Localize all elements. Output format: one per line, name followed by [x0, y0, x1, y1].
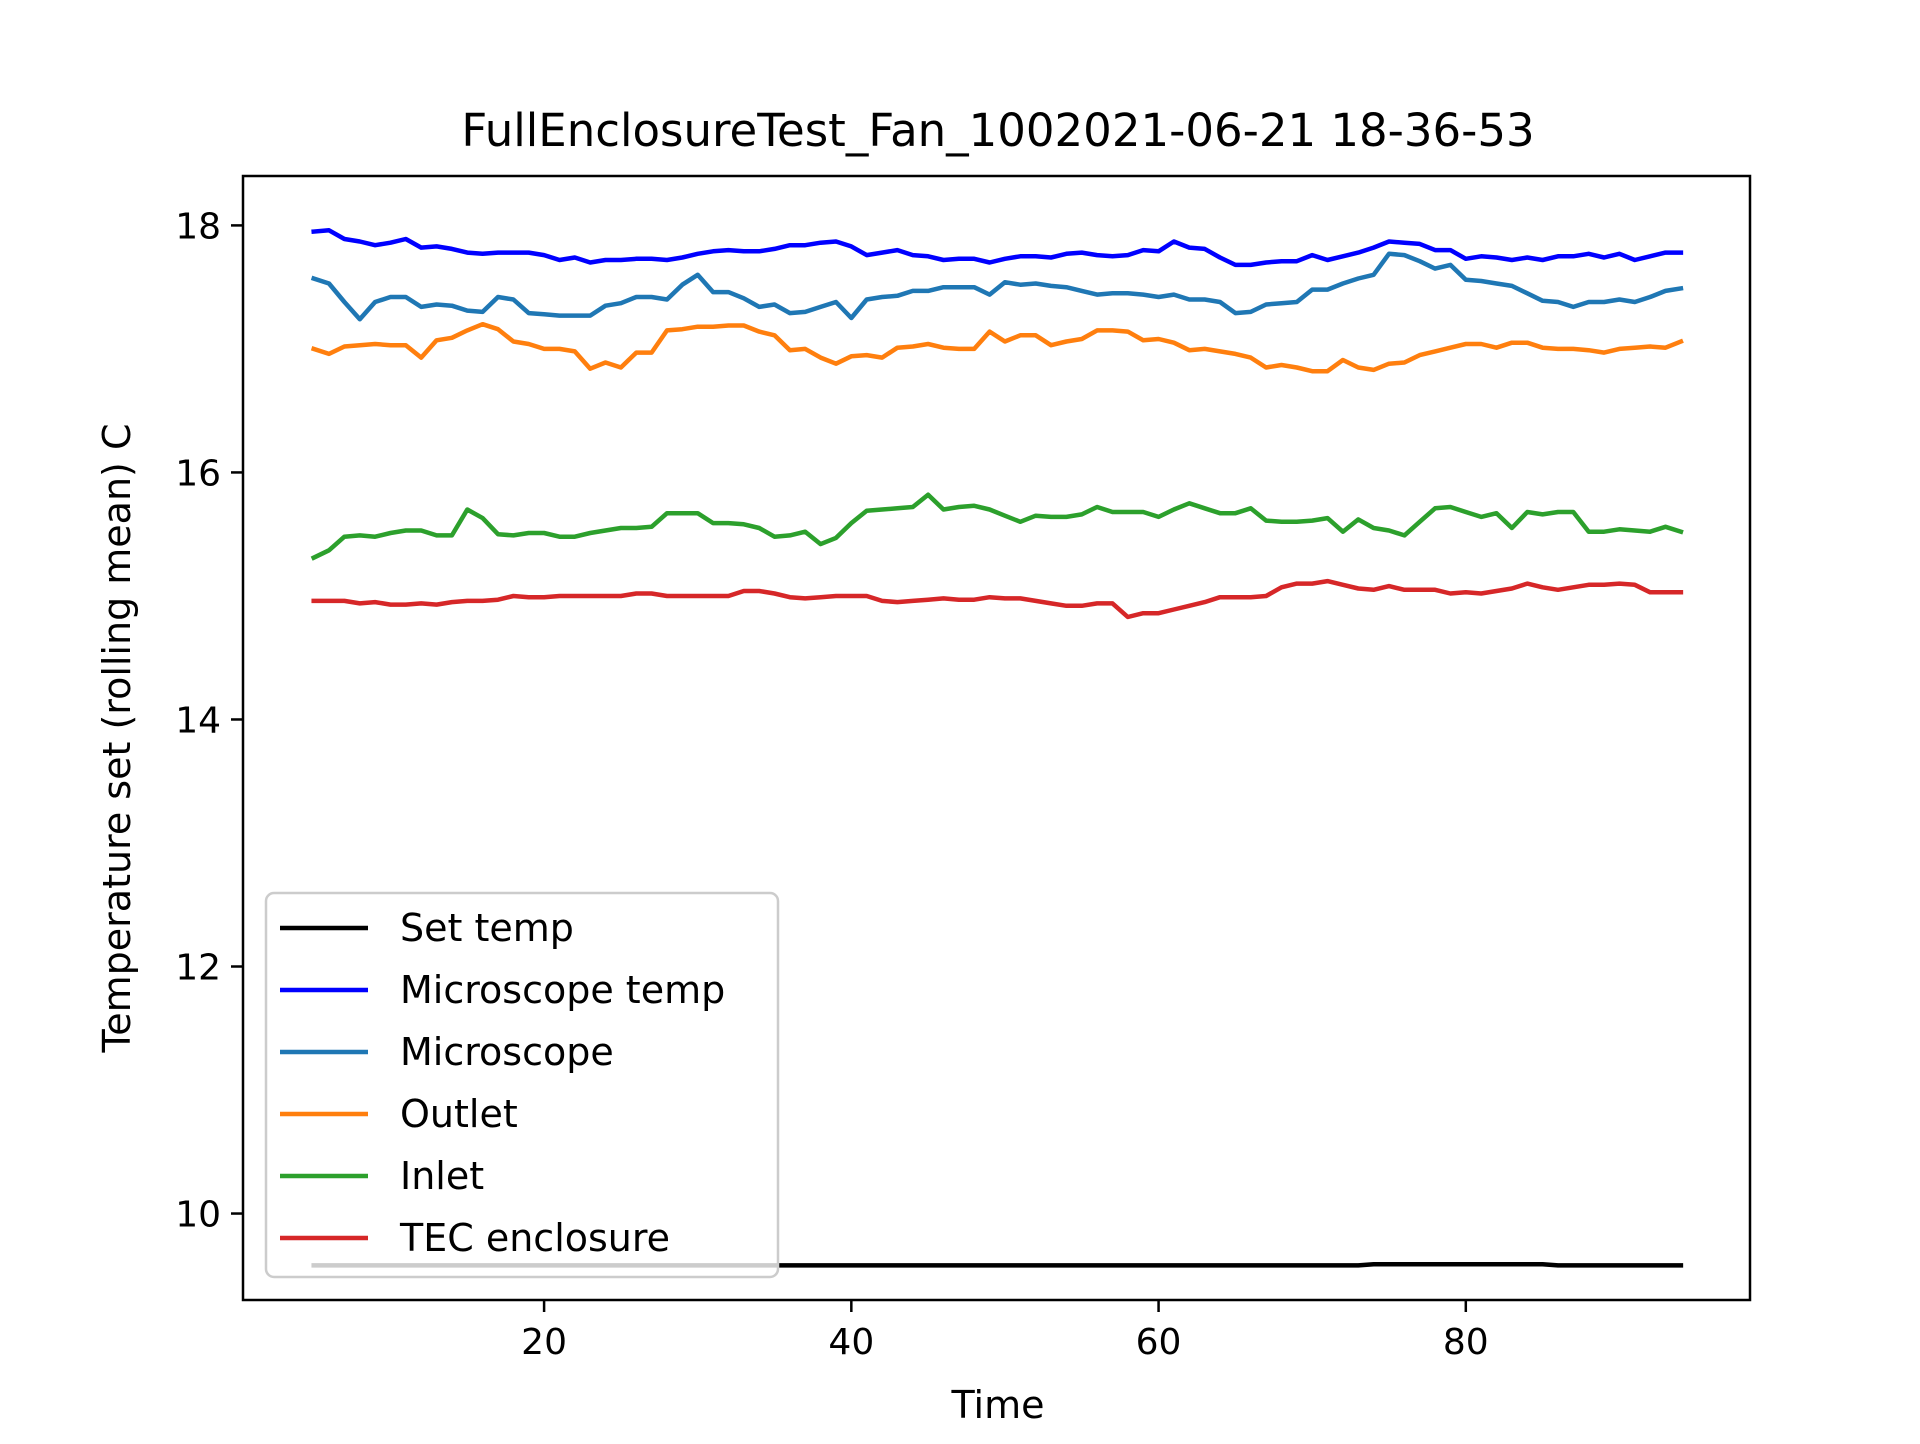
x-tick-label: 20 [521, 1322, 567, 1363]
y-tick-label: 16 [175, 453, 221, 494]
chart-title: FullEnclosureTest_Fan_1002021-06-21 18-3… [461, 104, 1534, 157]
series-line-tec-enclosure [311, 578, 1684, 620]
x-tick-label: 40 [828, 1322, 874, 1363]
x-axis-label: Time [951, 1383, 1045, 1427]
series-line-microscope-temp [311, 228, 1684, 268]
x-tick-label: 60 [1136, 1322, 1182, 1363]
legend-label-set-temp: Set temp [400, 906, 574, 950]
y-tick-label: 14 [175, 700, 221, 741]
legend-label-tec-enclosure: TEC enclosure [399, 1216, 670, 1260]
y-tick-label: 10 [175, 1195, 221, 1236]
x-axis: 20 40 60 80 [521, 1300, 1489, 1363]
legend-label-microscope: Microscope [400, 1030, 614, 1074]
legend-label-microscope-temp: Microscope temp [400, 968, 725, 1012]
series-line-outlet [310, 321, 1684, 374]
legend-box [264, 891, 780, 1279]
legend: Set temp Microscope temp Microscope Outlet I… [264, 891, 780, 1279]
y-tick-label: 12 [175, 948, 221, 989]
y-axis: 10 12 14 16 18 [175, 206, 243, 1236]
x-tick-label: 80 [1443, 1322, 1489, 1363]
plot-frame [241, 174, 1752, 1302]
y-tick-label: 18 [175, 206, 221, 247]
series-line-microscope [310, 251, 1684, 322]
y-axis-label: Temperature set (rolling mean) C [95, 424, 139, 1054]
series-line-inlet [310, 492, 1684, 561]
legend-label-inlet: Inlet [400, 1154, 484, 1198]
legend-label-outlet: Outlet [400, 1092, 518, 1136]
